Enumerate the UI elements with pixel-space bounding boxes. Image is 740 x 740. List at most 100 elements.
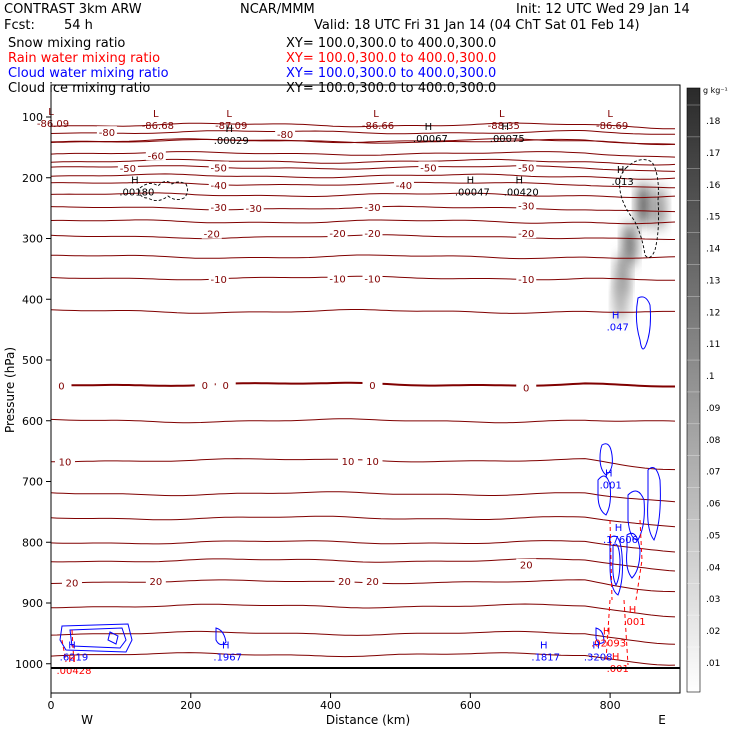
extremum-mark: H xyxy=(68,654,76,665)
extremum-value: .013 xyxy=(611,177,633,188)
contour-label: -10 xyxy=(518,275,534,286)
snow-contour xyxy=(139,181,189,201)
extremum-mark: H xyxy=(612,311,620,322)
contour-label-bg xyxy=(362,454,383,466)
east-label: E xyxy=(658,713,666,727)
isotherm-line xyxy=(51,138,676,145)
extremum-value: .00067 xyxy=(413,134,448,145)
extremum-value: .02093 xyxy=(591,638,626,649)
extremum-mark: H xyxy=(222,640,230,651)
contour-label-bg xyxy=(208,273,229,285)
extremum-value: -86.68 xyxy=(142,121,174,132)
snow-shading-layer xyxy=(614,183,666,322)
extremum-value: .00180 xyxy=(119,188,154,199)
y-tick-label: 400 xyxy=(22,293,43,306)
contour-label-bg xyxy=(243,202,264,214)
contour-label: -50 xyxy=(420,163,436,174)
extremum-mark: H xyxy=(515,176,523,187)
contour-label-bg xyxy=(362,272,383,284)
contour-label: -80 xyxy=(99,128,115,139)
legend-cloud-water-xy: XY= 100.0,300.0 to 400.0,300.0 xyxy=(286,66,497,81)
contour-label-bg xyxy=(334,575,355,587)
legend-snow-label: Snow mixing ratio xyxy=(8,36,126,51)
contour-label-bg xyxy=(516,558,537,570)
cloud-water-contour xyxy=(635,296,651,350)
x-axis-label: Distance (km) xyxy=(326,713,410,727)
contour-label-bg xyxy=(362,200,383,212)
hydrometeor-contours xyxy=(59,159,661,666)
colorbar-label: .14 xyxy=(706,245,721,255)
contour-label: -10 xyxy=(364,275,380,286)
contour-label-bg xyxy=(516,381,537,393)
y-tick-label: 200 xyxy=(22,172,43,185)
y-axis-label: Pressure (hPa) xyxy=(3,347,17,433)
extremum-mark: H xyxy=(612,652,620,663)
colorbar-label: .12 xyxy=(706,308,720,318)
colorbar: .01 .02 .03 .04 .05 .06 .07 .08 .09 .1 .11 .12 .13 .1… xyxy=(686,86,728,693)
isotherm-line xyxy=(51,151,676,158)
contour-label: -30 xyxy=(246,204,262,215)
cloud-water-contour xyxy=(59,623,133,653)
extremum-mark: L xyxy=(607,109,613,120)
cloud-water-contour xyxy=(612,543,621,587)
extremum-mark: H xyxy=(592,640,600,651)
forecast-label: Fcst: xyxy=(4,18,35,33)
cloud-water-contour xyxy=(609,535,623,596)
contour-label-bg xyxy=(275,128,296,140)
isotherm-line xyxy=(51,254,676,260)
y-tick-label: 500 xyxy=(22,354,43,367)
contour-label-bg xyxy=(145,575,166,587)
isotherm-line xyxy=(51,173,676,180)
y-tick-label: 1000 xyxy=(15,658,43,671)
contour-label: -50 xyxy=(518,163,534,174)
contour-label-bg xyxy=(145,149,166,161)
organization: NCAR/MMM xyxy=(240,2,315,17)
snow-shading-cell xyxy=(637,183,650,228)
y-tick-label: 600 xyxy=(22,415,43,428)
y-tick-label: 800 xyxy=(22,536,43,549)
cloud-water-contour xyxy=(107,631,119,645)
x-tick-label: 0 xyxy=(48,699,55,712)
extremum-mark: H xyxy=(605,469,613,480)
isotherm-line xyxy=(51,558,676,572)
valid-time: Valid: 18 UTC Fri 31 Jan 14 (04 ChT Sat … xyxy=(314,18,640,33)
cloud-water-contour xyxy=(626,532,641,579)
legend-ice-label: Cloud ice mixing ratio xyxy=(8,81,151,96)
cloud-water-contour xyxy=(627,490,645,541)
extremum-mark: H xyxy=(502,122,510,133)
colorbar-label: .09 xyxy=(706,404,721,414)
extremum-value: .1967 xyxy=(213,652,242,663)
extremum-value: .001 xyxy=(600,481,622,492)
extremum-value: -88.35 xyxy=(488,121,520,132)
forecast-hour: 54 h xyxy=(64,18,93,33)
isotherm-line xyxy=(51,219,676,225)
isotherm-line xyxy=(51,138,676,146)
contour-label: -20 xyxy=(518,229,534,240)
contour-label: -50 xyxy=(120,164,136,175)
legend-cloud-water-label: Cloud water mixing ratio xyxy=(8,66,169,81)
contour-label: -60 xyxy=(148,151,164,162)
y-tick-label: 300 xyxy=(22,233,43,246)
extremum-value: .6219 xyxy=(60,652,89,663)
extremum-mark: L xyxy=(153,109,159,120)
model-name: CONTRAST 3km ARW xyxy=(4,2,142,17)
colorbar-label: .1 xyxy=(706,372,715,382)
contour-label: -30 xyxy=(518,202,534,213)
contour-label-bg xyxy=(117,162,138,174)
cloud-water-contour xyxy=(595,627,605,644)
contour-label-layer: -80 -80 -60 -50 -50 -50 -50 -40 -40 -30 -30 -30 -30 -… xyxy=(51,126,537,589)
colorbar-label: .01 xyxy=(706,659,720,669)
rain-contour xyxy=(61,519,643,666)
contour-label: 20 xyxy=(66,578,79,589)
y-tick-label: 700 xyxy=(22,476,43,489)
cloud-water-contour xyxy=(69,627,127,649)
colorbar-label: .17 xyxy=(706,149,720,159)
extremum-value: -86.09 xyxy=(37,119,69,130)
contour-label-bg xyxy=(61,576,82,588)
extremum-value: .001 xyxy=(607,664,629,675)
extremum-mark: H xyxy=(629,605,637,616)
contour-label-bg xyxy=(208,200,229,212)
contour-label-bg xyxy=(327,227,348,239)
snow-shading-cell xyxy=(653,186,666,231)
